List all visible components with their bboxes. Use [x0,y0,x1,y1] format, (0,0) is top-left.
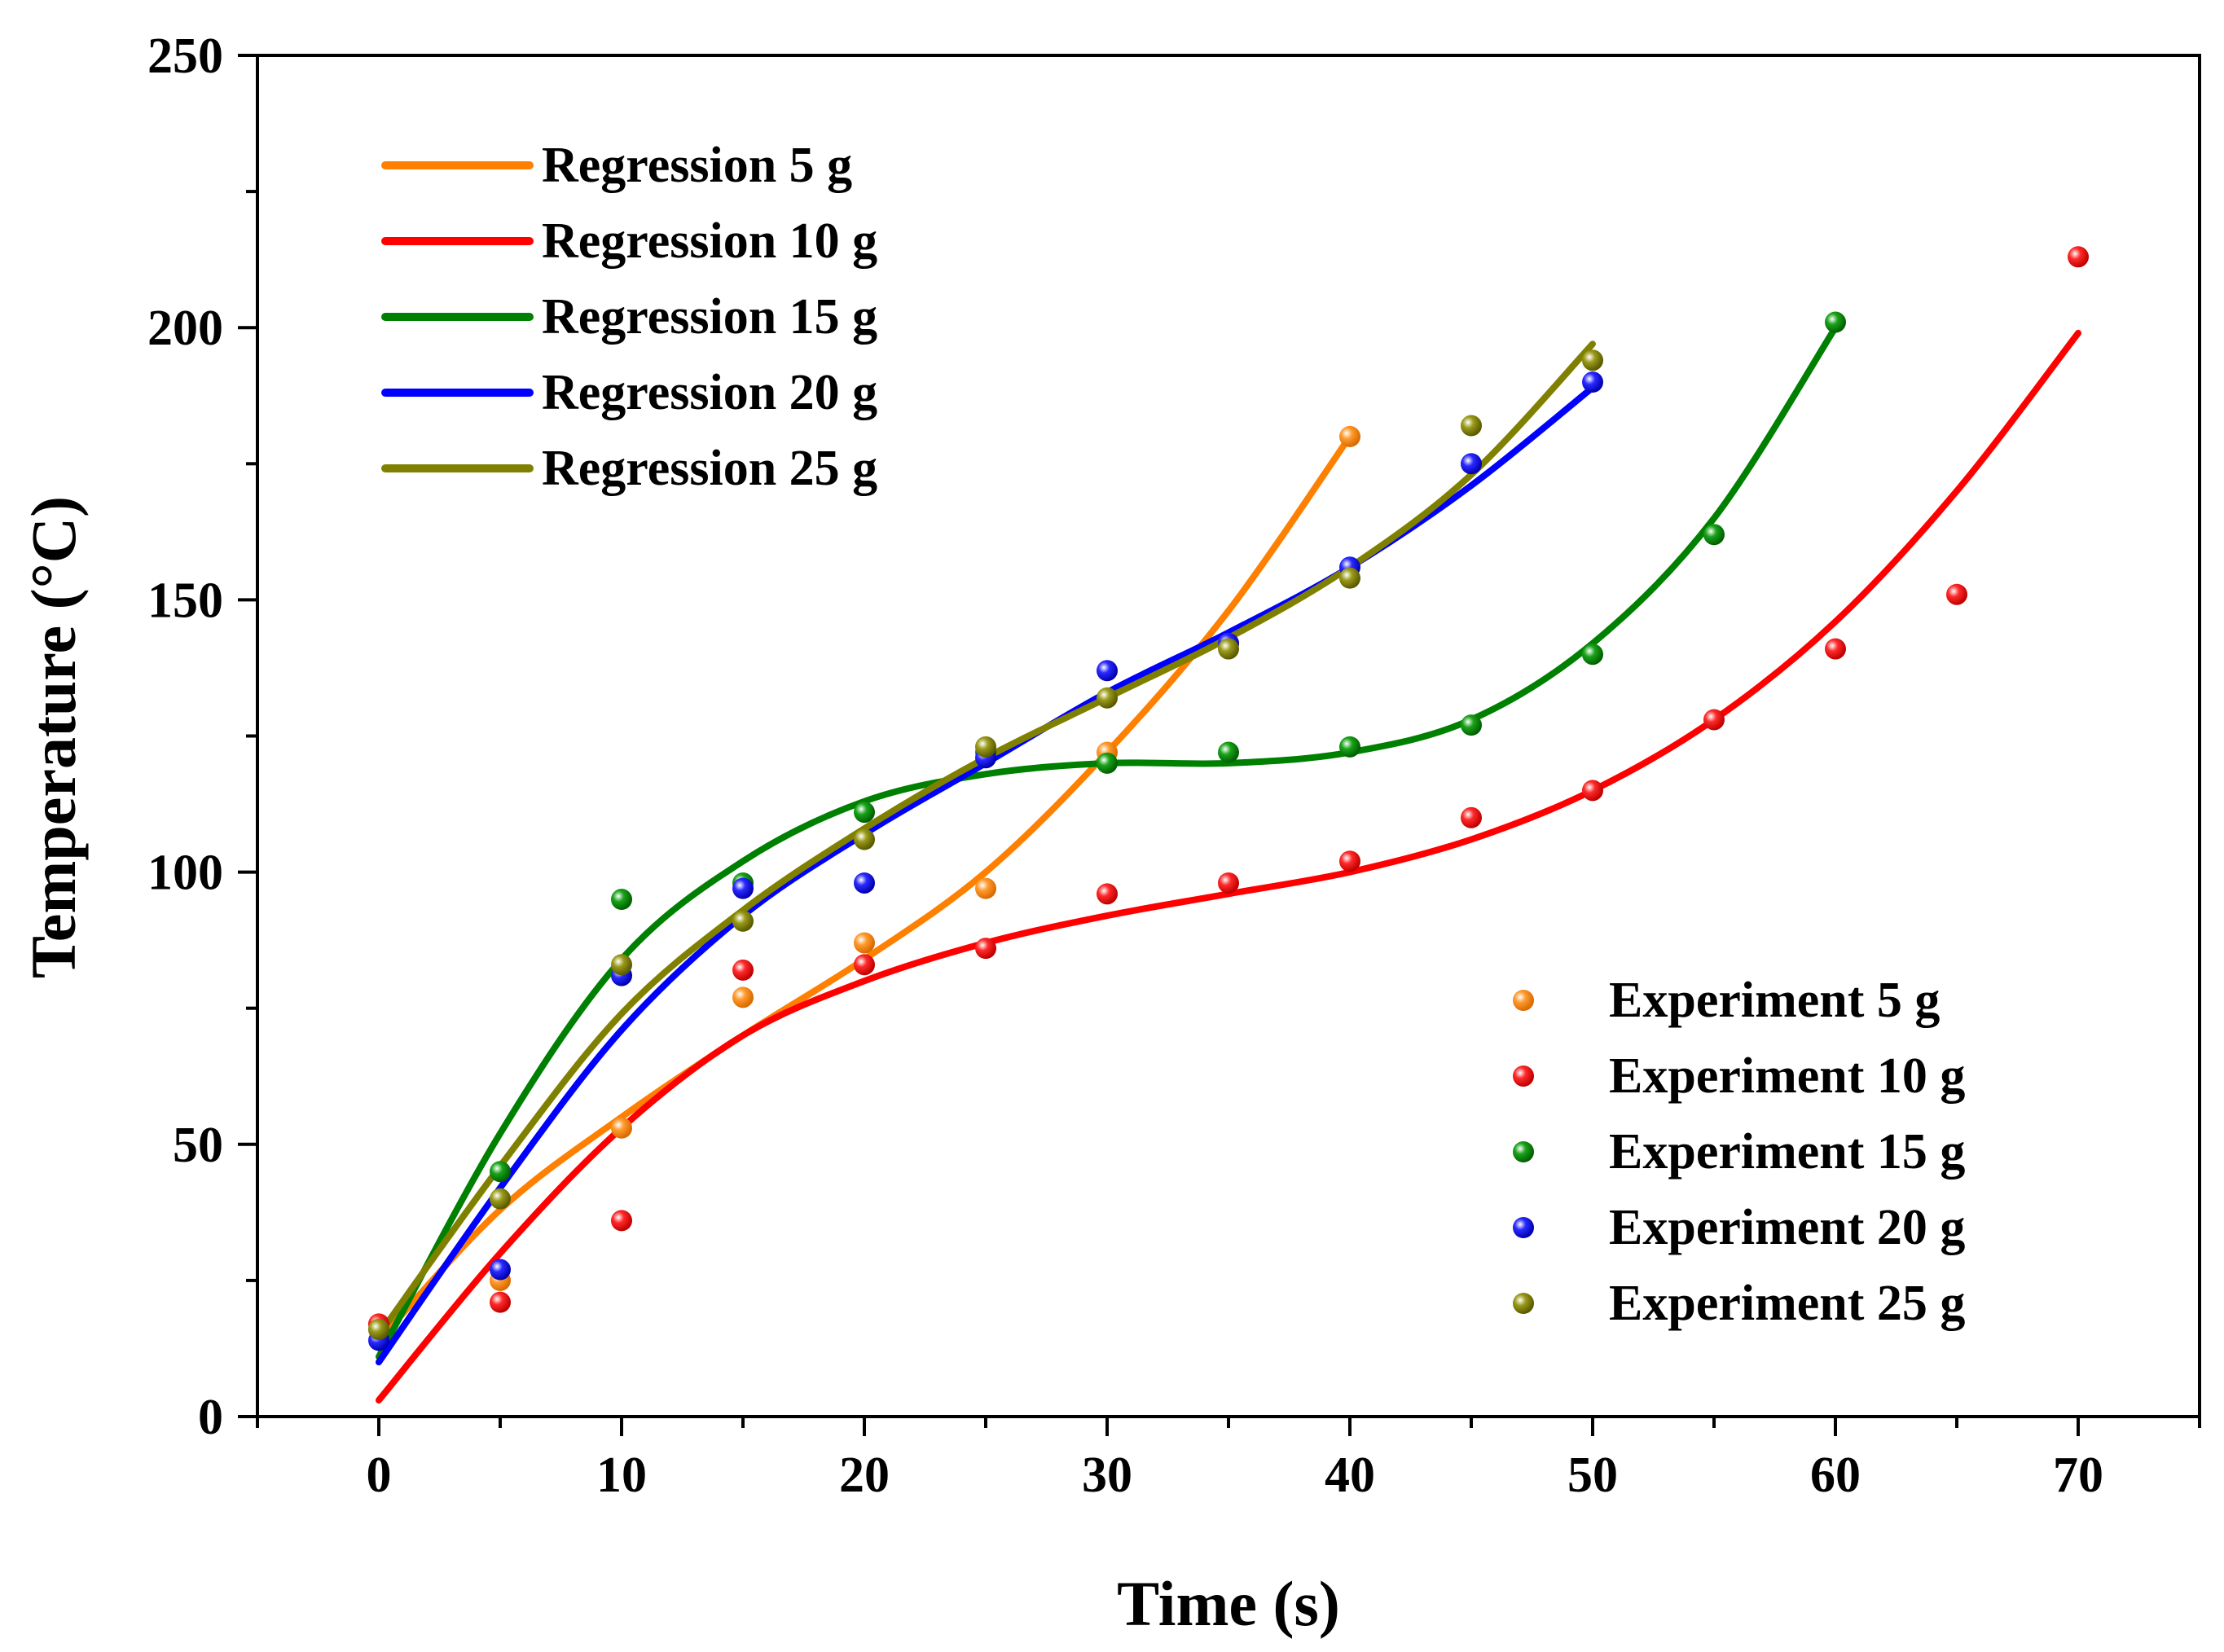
experiment-point-4 [1097,660,1118,682]
legend-regression-label: Regression 15 g [542,289,877,345]
x-tick-label: 0 [367,1448,392,1503]
x-tick-label: 20 [839,1448,890,1503]
experiment-point-2 [2068,246,2089,268]
x-tick-label: 70 [2053,1448,2103,1503]
experiment-point-5 [490,1188,511,1210]
experiment-point-4 [732,877,754,899]
experiment-point-5 [611,954,632,976]
x-tick-label: 40 [1325,1448,1375,1503]
regression-line-2 [376,329,2081,1404]
experiment-point-3 [1097,752,1118,774]
experiment-point-3 [854,802,875,824]
experiment-point-2 [854,954,875,976]
experiment-point-4 [1461,453,1482,475]
experiment-point-2 [1582,780,1603,802]
x-axis-title: Time (s) [1117,1568,1340,1639]
experiment-point-3 [1461,714,1482,736]
x-tick-label: 30 [1082,1448,1132,1503]
legend-regression-label: Regression 5 g [542,138,852,193]
legend-experiment-label: Experiment 25 g [1609,1276,1965,1331]
experiment-point-5 [368,1319,389,1341]
experiment-point-3 [1582,644,1603,666]
legend-regression-label: Regression 20 g [542,365,877,420]
experiment-point-4 [854,872,875,894]
legend-experiment-label: Experiment 5 g [1609,973,1940,1028]
experiment-point-5 [975,736,996,758]
experiment-point-1 [975,877,996,899]
experiment-point-2 [1946,583,1967,605]
experiment-point-2 [1825,638,1846,660]
legend-experiment-label: Experiment 10 g [1609,1048,1965,1104]
experiment-point-2 [1339,850,1360,872]
regression-line-1 [376,433,1353,1344]
experiment-point-1 [854,932,875,954]
legend-experiment-marker [1513,1065,1534,1087]
y-tick-label: 50 [173,1118,223,1173]
experiment-point-5 [1097,687,1118,709]
legend-experiment: Experiment 5 g Experiment 10 g Experiment … [1513,973,1965,1331]
legend-regression-label: Regression 10 g [542,213,877,269]
experiment-point-3 [611,889,632,911]
experiment-point-3 [1218,741,1239,763]
y-tick-label: 150 [147,573,223,628]
experiment-point-2 [611,1210,632,1232]
regression-line-5 [376,341,1596,1338]
x-tick-label: 50 [1567,1448,1618,1503]
regression-lines [376,324,2081,1404]
experiment-points [368,246,2089,1351]
x-tick-label: 60 [1810,1448,1861,1503]
x-tick-label: 10 [596,1448,647,1503]
legend-experiment-label: Experiment 15 g [1609,1124,1965,1180]
experiment-point-2 [732,959,754,981]
y-tick-label: 200 [147,301,223,356]
experiment-point-5 [1582,349,1603,371]
experiment-point-5 [732,910,754,932]
x-axis-ticks: 0 10 20 30 40 50 60 70 [256,1417,2201,1503]
experiment-point-4 [1582,371,1603,393]
legend-experiment-marker [1513,1141,1534,1162]
y-tick-label: 250 [147,29,223,84]
experiment-point-3 [490,1161,511,1183]
legend-experiment-marker [1513,1217,1534,1238]
experiment-point-2 [1218,872,1239,894]
experiment-point-2 [1461,806,1482,828]
legend-regression: Regression 5 g Regression 10 g Regression … [381,138,877,496]
legend-experiment-label: Experiment 20 g [1609,1200,1965,1255]
experiment-point-5 [1218,638,1239,660]
experiment-point-5 [1339,567,1360,589]
experiment-point-3 [1825,311,1846,333]
experiment-point-2 [490,1291,511,1313]
experiment-point-2 [1703,709,1725,731]
legend-regression-label: Regression 25 g [542,441,877,496]
y-axis-ticks: 0 50 100 150 200 250 [147,29,257,1445]
experiment-point-5 [1461,415,1482,437]
experiment-point-1 [732,986,754,1008]
experiment-point-4 [490,1259,511,1281]
experiment-point-2 [1097,883,1118,905]
experiment-point-3 [1703,524,1725,546]
experiment-point-1 [611,1117,632,1139]
experiment-point-1 [1339,425,1360,447]
legend-experiment-marker [1513,1293,1534,1314]
y-axis-title: Temperature (°C) [18,496,89,978]
experiment-point-2 [975,938,996,960]
experiment-point-3 [1339,736,1360,758]
y-tick-label: 100 [147,846,223,901]
experiment-point-5 [854,828,875,850]
y-tick-label: 0 [198,1390,223,1445]
legend-experiment-marker [1513,990,1534,1011]
